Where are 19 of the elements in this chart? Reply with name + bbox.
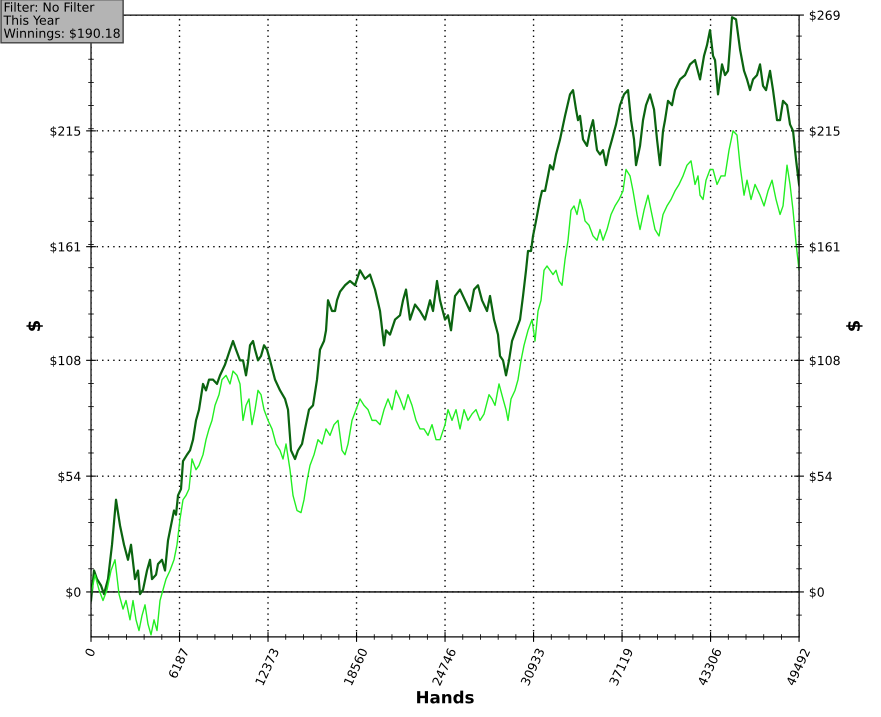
- x-tick-label: 6187: [168, 648, 190, 679]
- y2-tick-label: $0: [810, 587, 824, 599]
- text: This Year: [3, 15, 60, 25]
- y2-tick-label: $108: [810, 356, 840, 367]
- y2-tick-label: $215: [810, 126, 840, 138]
- x-tick-label: 0: [84, 648, 96, 658]
- annotation: Winnings: $190.18: [4, 28, 120, 40]
- y-tick-label: $161: [50, 242, 80, 254]
- y2-axis-title: $: [846, 320, 863, 331]
- x-axis-title: Hands: [417, 690, 474, 704]
- y-axis-title: $: [26, 320, 43, 331]
- y-tick-label: $54: [58, 471, 81, 483]
- y-tick-label: $0: [66, 587, 80, 599]
- y2-tick-label: $161: [810, 242, 840, 254]
- y-tick-label: $215: [50, 126, 80, 138]
- y2-tick-label: $54: [810, 471, 832, 483]
- y2-tick-label: $269: [810, 10, 840, 22]
- y-tick-label: $108: [50, 356, 80, 367]
- text: Filter: No Filter: [4, 2, 94, 12]
